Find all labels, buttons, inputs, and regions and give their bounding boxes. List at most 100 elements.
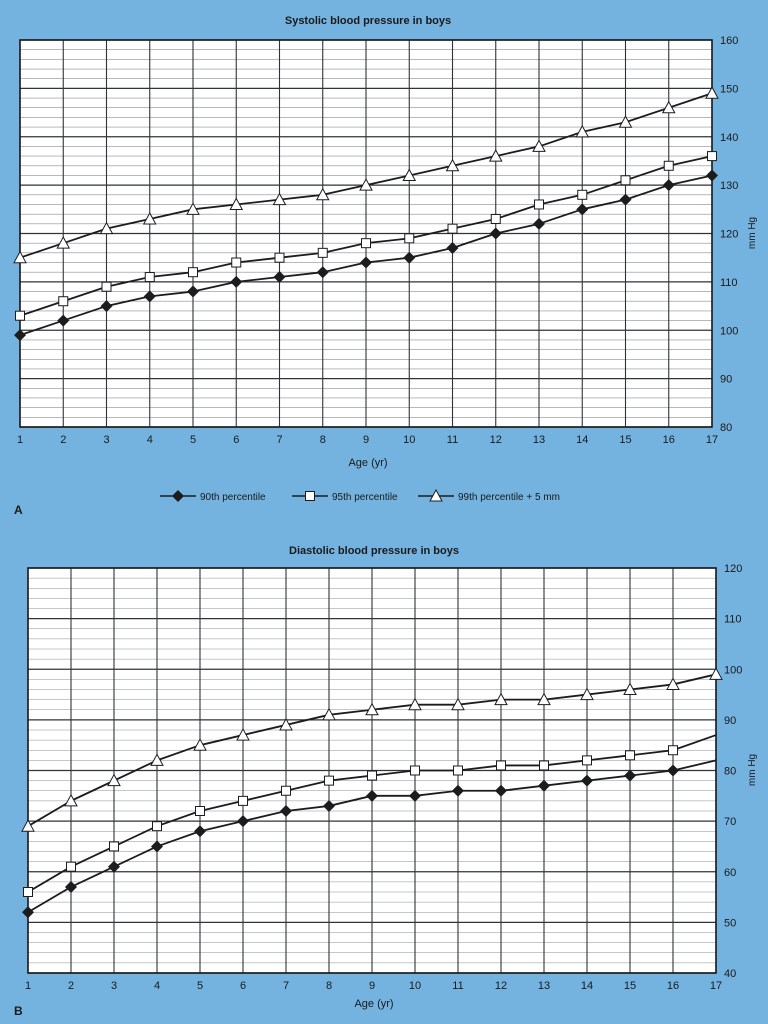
plot-frame [27, 567, 717, 974]
x-tick-label: 17 [706, 434, 718, 446]
data-point-90th [446, 242, 459, 255]
data-point-95th [668, 745, 678, 756]
plot-frame [19, 39, 713, 428]
y-tick-label: 80 [720, 422, 732, 434]
y-tick-label: 50 [724, 917, 736, 929]
legend: 90th percentile 95th percentile 99th per… [160, 488, 560, 503]
x-tick-label: 5 [197, 980, 203, 992]
x-tick-label: 13 [538, 980, 550, 992]
x-tick-label: 6 [233, 434, 239, 446]
data-point-95th [101, 281, 112, 292]
data-point-95th [663, 160, 674, 171]
data-point-95th [410, 765, 420, 776]
x-tick-label: 10 [409, 980, 421, 992]
data-point-99th [666, 677, 680, 690]
y-tick-label: 80 [724, 766, 736, 778]
legend-label-95th: 95th percentile [332, 492, 398, 503]
data-point-90th [230, 275, 243, 288]
y-tick-label: 90 [720, 374, 732, 386]
data-point-90th [533, 217, 545, 230]
data-point-90th [57, 314, 70, 327]
data-point-95th [109, 841, 119, 852]
data-point-99th [186, 202, 200, 215]
data-point-90th [360, 256, 372, 269]
data-point-95th [15, 310, 25, 321]
x-tick-label: 14 [581, 980, 593, 992]
data-point-90th [194, 825, 206, 838]
x-tick-label: 2 [60, 434, 66, 446]
data-point-90th [619, 193, 632, 206]
y-tick-label: 110 [720, 277, 738, 289]
triangle-marker-icon [429, 488, 443, 502]
panel-label: A [14, 503, 23, 517]
data-point-95th [317, 247, 328, 258]
data-point-90th [108, 860, 120, 873]
data-point-99th [64, 793, 78, 807]
data-point-90th [187, 285, 199, 298]
x-axis-label: Age (yr) [354, 998, 393, 1010]
data-point-95th [281, 785, 291, 796]
x-tick-label: 16 [663, 434, 675, 446]
y-tick-label: 120 [720, 229, 738, 241]
data-point-90th [143, 290, 156, 303]
data-point-95th [361, 238, 371, 249]
data-point-90th [538, 779, 550, 792]
data-point-90th [14, 329, 26, 342]
y-tick-label: 100 [720, 325, 738, 337]
data-point-95th [231, 257, 242, 268]
y-tick-label: 100 [724, 664, 742, 676]
data-point-90th [323, 799, 335, 812]
data-point-95th [534, 199, 544, 210]
data-point-95th [195, 806, 205, 816]
square-marker-icon [305, 491, 315, 501]
x-tick-label: 12 [490, 434, 502, 446]
data-point-90th [489, 227, 502, 240]
x-tick-label: 12 [495, 980, 507, 992]
x-tick-label: 8 [326, 980, 332, 992]
data-point-99th [322, 707, 336, 721]
data-point-99th [532, 139, 546, 152]
data-point-99th [142, 211, 157, 225]
x-tick-label: 5 [190, 434, 196, 446]
data-point-90th [100, 300, 113, 313]
data-point-90th [316, 266, 329, 279]
data-point-90th [280, 805, 292, 817]
y-tick-label: 160 [720, 35, 738, 47]
data-point-99th [193, 738, 207, 751]
data-point-99th [709, 667, 723, 680]
y-axis-label: mm Hg [747, 754, 758, 786]
data-point-99th [618, 115, 633, 128]
y-tick-label: 40 [724, 968, 736, 980]
x-tick-label: 15 [619, 434, 631, 446]
data-point-95th [367, 770, 377, 781]
data-point-90th [581, 774, 593, 787]
data-point-99th [705, 86, 719, 99]
data-point-95th [188, 267, 198, 278]
data-point-95th [404, 233, 415, 244]
data-point-99th [107, 773, 121, 787]
legend-label-99th: 99th percentile + 5 mm [458, 492, 560, 503]
data-point-95th [238, 795, 248, 806]
data-point-90th [662, 179, 675, 192]
x-tick-label: 9 [369, 980, 375, 992]
data-point-95th [539, 760, 549, 771]
data-point-99th [279, 717, 293, 731]
data-point-99th [408, 697, 422, 711]
x-tick-label: 7 [283, 980, 289, 992]
x-tick-label: 9 [363, 434, 369, 446]
x-tick-label: 3 [111, 980, 117, 992]
data-point-99th [494, 692, 508, 706]
x-tick-label: 11 [452, 980, 463, 992]
x-tick-label: 6 [240, 980, 246, 992]
data-point-95th [453, 765, 463, 776]
data-point-99th [56, 236, 71, 249]
x-tick-label: 13 [533, 434, 545, 446]
data-point-95th [707, 151, 717, 162]
chart-systolic: Systolic blood pressure in boys A Age (y… [13, 15, 758, 517]
data-point-90th [706, 169, 718, 182]
data-point-90th [237, 815, 249, 828]
diamond-marker-icon [172, 490, 184, 502]
x-tick-label: 10 [403, 434, 415, 446]
y-tick-label: 140 [720, 132, 738, 144]
x-tick-label: 1 [17, 434, 23, 446]
